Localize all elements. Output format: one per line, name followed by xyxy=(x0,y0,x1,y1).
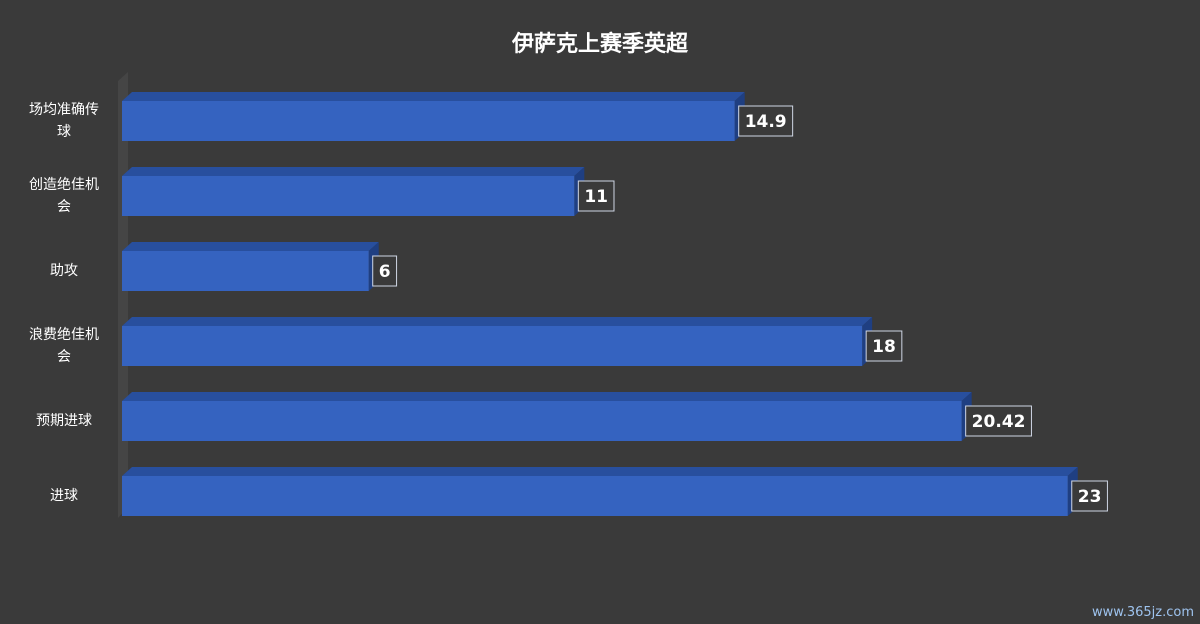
bar-top xyxy=(122,392,972,401)
bar-top xyxy=(122,317,873,326)
value-label-box xyxy=(577,180,615,212)
value-label: 20.42 xyxy=(972,412,1026,432)
value-label-box xyxy=(372,255,398,287)
bar xyxy=(122,251,369,291)
value-label: 23 xyxy=(1078,487,1102,507)
y-tick-label: 浪费绝佳机会 xyxy=(29,327,99,365)
y-tick-label: 创造绝佳机会 xyxy=(29,177,99,215)
value-label-box xyxy=(1071,480,1108,512)
bar-top xyxy=(122,167,585,176)
y-tick-label: 助攻 xyxy=(50,263,78,279)
bar-top xyxy=(122,467,1078,476)
bar-top xyxy=(122,242,379,251)
y-tick-label: 预期进球 xyxy=(36,413,92,429)
value-label: 6 xyxy=(379,262,391,282)
bar xyxy=(122,326,863,366)
bar xyxy=(122,176,575,216)
bar-top xyxy=(122,92,745,101)
chart-title: 伊萨克上赛季英超 xyxy=(511,31,689,57)
value-label-box xyxy=(965,405,1032,437)
value-label-box xyxy=(865,330,903,362)
value-label-box xyxy=(738,105,794,137)
value-label: 11 xyxy=(584,187,608,207)
bar xyxy=(122,101,735,141)
value-label: 18 xyxy=(872,337,896,357)
y-tick-label: 场均准确传球 xyxy=(29,102,99,140)
bar xyxy=(122,401,962,441)
value-label: 14.9 xyxy=(745,112,787,132)
y-tick-label: 进球 xyxy=(50,488,78,504)
bar xyxy=(122,476,1068,516)
watermark: www.365jz.com xyxy=(1092,605,1194,620)
